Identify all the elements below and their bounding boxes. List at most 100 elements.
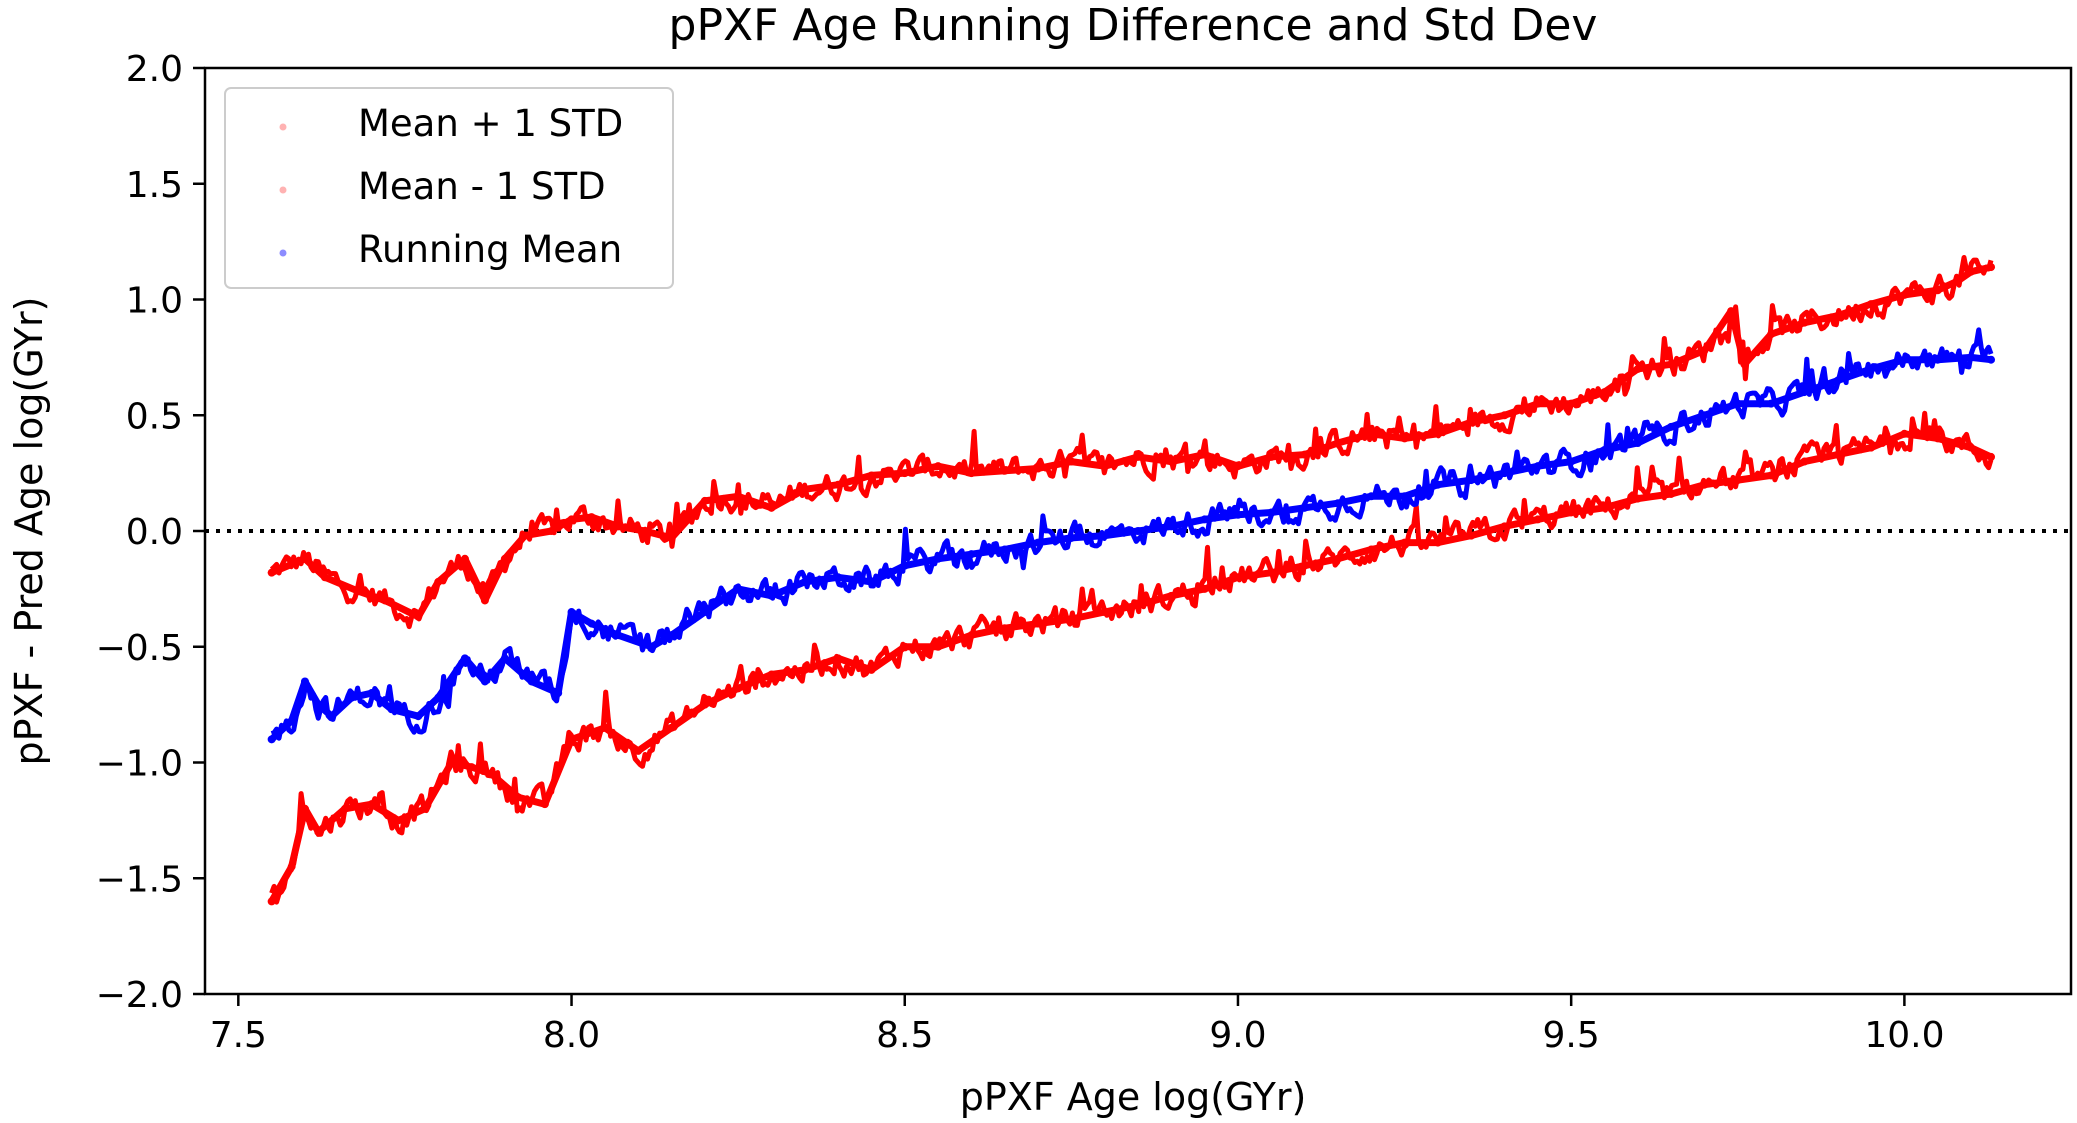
data-point <box>520 531 529 540</box>
data-point <box>1067 457 1076 466</box>
data-point <box>1233 462 1242 471</box>
data-point <box>1500 522 1509 531</box>
data-point <box>700 496 709 505</box>
data-point <box>327 712 336 721</box>
data-point <box>900 561 909 570</box>
data-point <box>1300 450 1309 459</box>
data-point <box>1333 554 1342 563</box>
data-point <box>354 587 363 596</box>
data-point <box>487 770 496 779</box>
data-point <box>414 712 423 721</box>
data-point <box>480 596 489 605</box>
data-point <box>967 469 976 478</box>
data-point <box>1067 533 1076 542</box>
legend-label-running-mean: Running Mean <box>358 228 622 271</box>
data-point <box>1067 614 1076 623</box>
data-point <box>300 677 309 686</box>
data-point <box>1700 346 1709 355</box>
data-point <box>1233 573 1242 582</box>
data-point <box>1987 263 1996 272</box>
data-point <box>1367 492 1376 501</box>
data-point <box>1100 462 1109 471</box>
x-tick-label: 8.5 <box>876 1015 933 1056</box>
data-point <box>1900 429 1909 438</box>
data-point <box>340 804 349 813</box>
y-tick-label: −2.0 <box>96 975 183 1016</box>
data-point <box>1833 376 1842 385</box>
data-point <box>467 763 476 772</box>
legend-label-mean-minus-std: Mean - 1 STD <box>358 165 606 208</box>
data-point <box>1667 422 1676 431</box>
data-point <box>614 631 623 640</box>
data-point <box>1433 538 1442 547</box>
data-point <box>527 677 536 686</box>
data-point <box>1300 561 1309 570</box>
data-point <box>934 554 943 563</box>
data-point <box>1740 360 1749 369</box>
data-point <box>1933 355 1942 364</box>
data-point <box>667 533 676 542</box>
data-point <box>567 515 576 524</box>
data-point <box>567 735 576 744</box>
data-point <box>287 862 296 871</box>
data-point <box>1034 538 1043 547</box>
data-point <box>1200 584 1209 593</box>
data-point <box>934 462 943 471</box>
series-noise-markers <box>269 255 1994 630</box>
legend-marker-mean-plus-std <box>279 123 287 131</box>
data-point <box>460 654 469 663</box>
data-point <box>567 608 576 617</box>
data-point <box>1767 330 1776 339</box>
y-tick-label: 1.0 <box>126 281 183 322</box>
data-point <box>1633 439 1642 448</box>
data-point <box>460 554 469 563</box>
data-point <box>1600 388 1609 397</box>
data-point <box>314 700 323 709</box>
data-point <box>1267 452 1276 461</box>
data-point <box>1200 515 1209 524</box>
data-point <box>1400 434 1409 443</box>
data-point <box>834 654 843 663</box>
data-point <box>414 612 423 621</box>
data-point <box>380 596 389 605</box>
legend-box <box>224 87 674 289</box>
data-point <box>867 471 876 480</box>
legend-marker-mean-minus-std <box>279 186 287 194</box>
data-point <box>1333 439 1342 448</box>
data-point <box>1633 364 1642 373</box>
data-point <box>1833 450 1842 459</box>
y-tick-label: 1.5 <box>126 165 183 206</box>
data-point <box>1867 300 1876 309</box>
data-point <box>1134 452 1142 461</box>
data-point <box>967 631 976 640</box>
data-point <box>434 577 443 586</box>
data-point <box>1567 399 1576 408</box>
data-point <box>1567 508 1576 517</box>
data-point <box>647 642 656 651</box>
data-point <box>667 723 676 732</box>
data-point <box>614 522 623 531</box>
data-point <box>1967 353 1976 362</box>
data-point <box>1000 466 1009 475</box>
y-tick-label: −1.5 <box>96 859 183 900</box>
data-point <box>1467 418 1476 427</box>
data-point <box>1700 480 1709 489</box>
x-axis-label: pPXF Age log(GYr) <box>960 1075 1307 1119</box>
series-group <box>267 255 1996 906</box>
y-axis-label: pPXF - Pred Age log(GYr) <box>7 297 51 766</box>
data-point <box>734 584 743 593</box>
data-point <box>1467 531 1476 540</box>
data-point <box>367 800 376 809</box>
data-point <box>967 550 976 559</box>
data-point <box>700 700 709 709</box>
data-point <box>1867 364 1876 373</box>
data-point <box>1300 503 1309 512</box>
data-point <box>447 758 456 767</box>
data-point <box>1700 411 1709 420</box>
data-point <box>734 492 743 501</box>
data-point <box>367 689 376 698</box>
data-point <box>1567 457 1576 466</box>
data-point <box>434 693 443 702</box>
legend: Mean + 1 STD Mean - 1 STD Running Mean <box>224 87 674 289</box>
data-point <box>1733 399 1742 408</box>
